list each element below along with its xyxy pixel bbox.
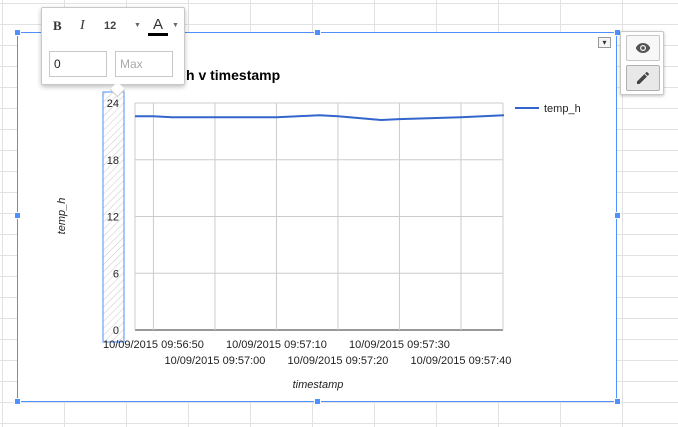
chart-menu-chevron-down-icon[interactable]: ▾ xyxy=(598,37,611,48)
eye-icon xyxy=(635,43,651,53)
font-size-dropdown[interactable]: 12 xyxy=(104,20,117,32)
text-color-chevron-down-icon[interactable]: ▼ xyxy=(172,22,179,29)
italic-button[interactable]: I xyxy=(80,18,85,33)
text-color-button[interactable]: A xyxy=(148,16,168,36)
y-tick-label: 18 xyxy=(107,155,119,167)
x-tick-label: 10/09/2015 09:57:30 xyxy=(349,339,450,351)
x-tick-label: 10/09/2015 09:57:00 xyxy=(164,355,265,367)
x-tick-label: 10/09/2015 09:56:50 xyxy=(103,339,204,351)
legend-label[interactable]: temp_h xyxy=(544,103,581,115)
series-line-temp_h[interactable] xyxy=(135,114,505,122)
x-axis-title[interactable]: timestamp xyxy=(293,379,344,391)
resize-handle-bottom[interactable] xyxy=(314,398,321,405)
x-tick-label: 10/09/2015 09:57:20 xyxy=(287,355,388,367)
x-tick-label: 10/09/2015 09:57:40 xyxy=(410,355,511,367)
y-tick-label: 6 xyxy=(113,268,119,280)
resize-handle-bottom-right[interactable] xyxy=(614,398,621,405)
chart-title[interactable]: h v timestamp xyxy=(186,67,280,83)
axis-min-input[interactable] xyxy=(49,51,107,77)
x-tick-label: 10/09/2015 09:57:10 xyxy=(226,339,327,351)
y-tick-label: 12 xyxy=(107,212,119,224)
chart-side-panel xyxy=(620,31,664,95)
font-size-chevron-down-icon[interactable]: ▼ xyxy=(134,22,141,29)
y-axis-title[interactable]: temp_h xyxy=(56,198,68,235)
axis-max-input[interactable] xyxy=(115,51,173,77)
bold-button[interactable]: B xyxy=(53,18,62,33)
resize-handle-top[interactable] xyxy=(314,29,321,36)
pencil-icon xyxy=(637,71,650,84)
edit-button[interactable] xyxy=(626,65,660,91)
view-button[interactable] xyxy=(626,35,660,61)
resize-handle-right[interactable] xyxy=(614,212,621,219)
resize-handle-bottom-left[interactable] xyxy=(14,398,21,405)
resize-handle-left[interactable] xyxy=(14,212,21,219)
text-color-icon: A xyxy=(152,16,163,33)
y-tick-label: 0 xyxy=(113,325,119,337)
resize-handle-top-left[interactable] xyxy=(14,29,21,36)
y-tick-label: 24 xyxy=(107,98,119,110)
axis-format-toolbar: B I 12 ▼ A ▼ xyxy=(41,7,185,98)
text-color-swatch xyxy=(148,33,168,36)
